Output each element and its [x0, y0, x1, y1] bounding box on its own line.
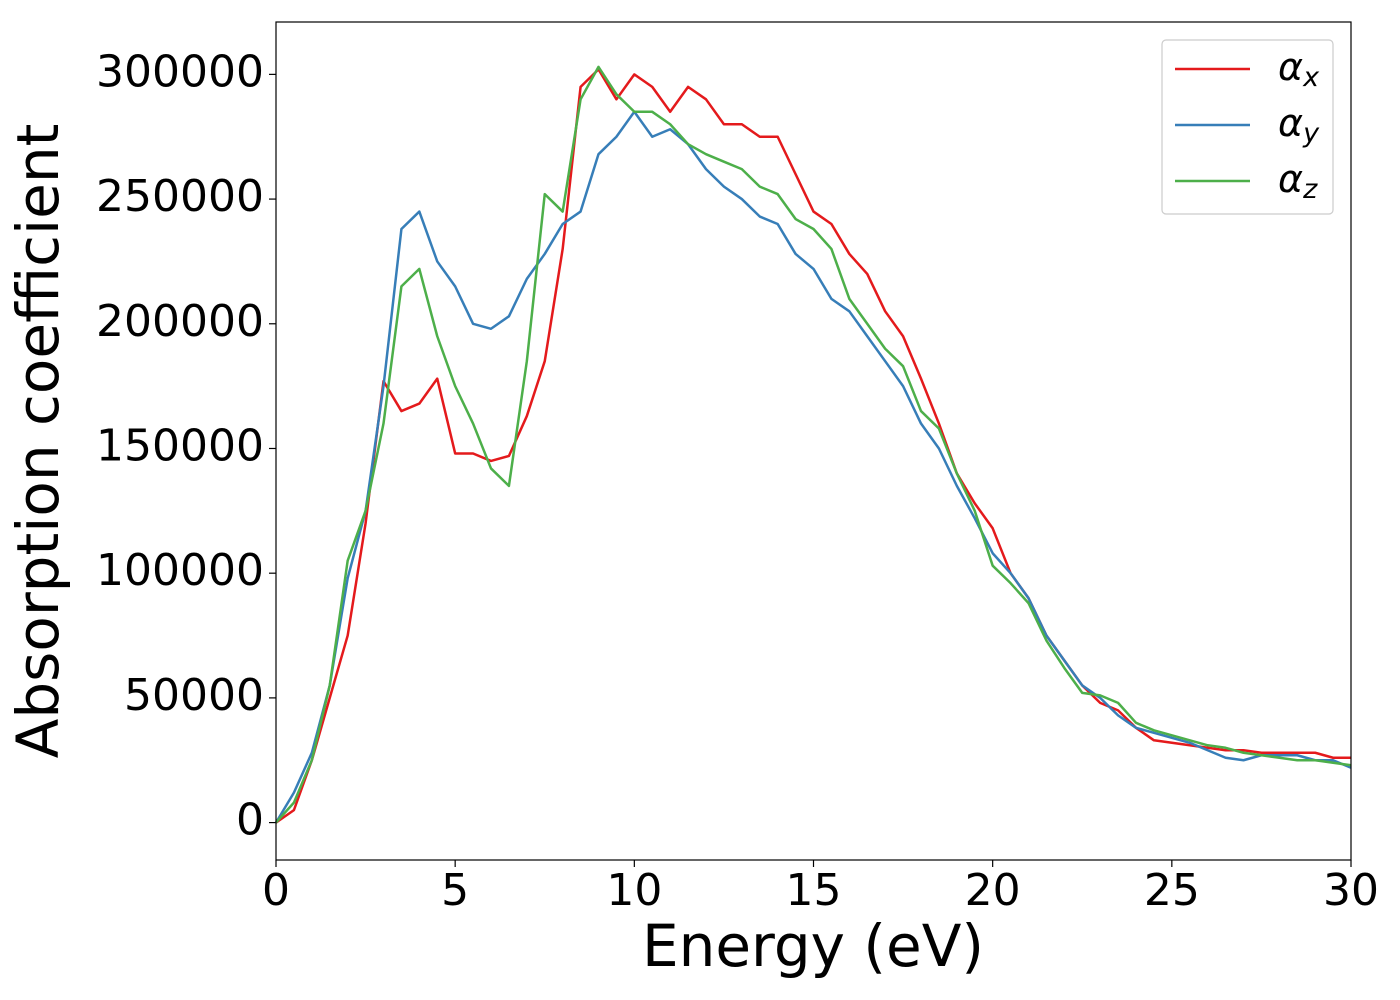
- y-tick-label: 0: [236, 795, 264, 846]
- x-tick-label: 0: [262, 865, 290, 916]
- legend-symbol: α: [1278, 45, 1303, 89]
- x-tick-label: 10: [606, 865, 662, 916]
- plot-frame: [275, 21, 1352, 861]
- legend-subscript: z: [1302, 174, 1318, 205]
- legend-subscript: y: [1302, 118, 1320, 149]
- y-tick-label: 100000: [96, 545, 264, 596]
- y-tick-label: 200000: [96, 296, 264, 347]
- legend-subscript: x: [1302, 62, 1320, 93]
- legend-label: αz: [1278, 157, 1318, 205]
- legend-symbol: α: [1278, 157, 1303, 201]
- x-tick-label: 30: [1323, 865, 1379, 916]
- y-tick-label: 50000: [124, 670, 264, 721]
- y-tick-label: 300000: [96, 46, 264, 97]
- y-tick-label: 150000: [96, 420, 264, 471]
- x-tick-label: 15: [786, 865, 842, 916]
- legend-label: αy: [1278, 101, 1320, 149]
- series-line: [275, 68, 1351, 824]
- y-tick-label: 250000: [96, 171, 264, 222]
- x-tick-label: 25: [1144, 865, 1200, 916]
- x-tick-label: 20: [965, 865, 1021, 916]
- legend-box: [1161, 39, 1334, 215]
- y-axis-label: Absorption coefficient: [4, 124, 72, 759]
- x-tick-label: 5: [441, 865, 469, 916]
- series-line: [274, 110, 1352, 824]
- x-axis-label: Energy (eV): [642, 912, 984, 980]
- series-line: [275, 65, 1352, 824]
- legend-label: αx: [1278, 45, 1320, 93]
- legend-symbol: α: [1278, 101, 1303, 145]
